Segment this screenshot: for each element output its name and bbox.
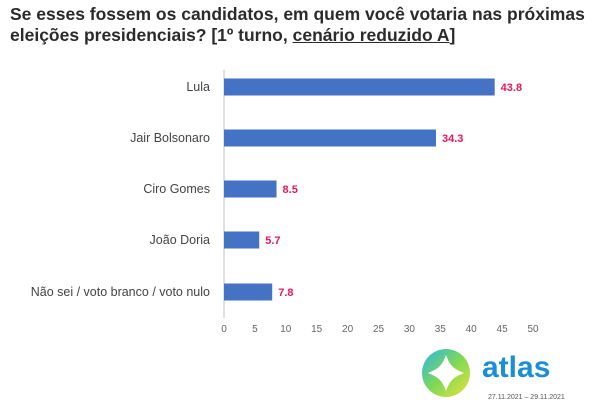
category-label-4: Não sei / voto branco / voto nulo bbox=[31, 285, 210, 299]
x-tick-label-3: 15 bbox=[311, 324, 323, 335]
category-label-3: João Doria bbox=[150, 233, 210, 247]
x-tick-label-6: 30 bbox=[404, 324, 416, 335]
value-label-1: 34.3 bbox=[442, 133, 463, 145]
x-tick-label-8: 40 bbox=[466, 324, 478, 335]
bar-4 bbox=[224, 283, 273, 301]
bar-0 bbox=[224, 78, 495, 96]
category-label-1: Jair Bolsonaro bbox=[130, 131, 210, 145]
x-tick-label-7: 35 bbox=[435, 324, 447, 335]
x-tick-label-1: 5 bbox=[252, 324, 258, 335]
value-label-4: 7.8 bbox=[278, 287, 293, 299]
bar-3 bbox=[224, 231, 260, 249]
category-label-2: Ciro Gomes bbox=[143, 182, 210, 196]
bar-2 bbox=[224, 180, 277, 198]
x-tick-label-0: 0 bbox=[221, 324, 227, 335]
value-label-3: 5.7 bbox=[265, 235, 280, 247]
x-tick-label-10: 50 bbox=[527, 324, 539, 335]
brand-name: atlas bbox=[482, 351, 551, 384]
atlas-logo-icon bbox=[422, 349, 470, 397]
category-label-0: Lula bbox=[186, 80, 210, 94]
bar-1 bbox=[224, 129, 436, 147]
x-tick-label-2: 10 bbox=[280, 324, 292, 335]
value-label-2: 8.5 bbox=[283, 184, 298, 196]
x-tick-label-4: 20 bbox=[342, 324, 354, 335]
value-label-0: 43.8 bbox=[501, 82, 522, 94]
chart-title-main: Se esses fossem os candidatos, em quem v… bbox=[10, 4, 585, 45]
x-tick-label-5: 25 bbox=[373, 324, 385, 335]
x-tick-label-9: 45 bbox=[497, 324, 509, 335]
chart-title: Se esses fossem os candidatos, em quem v… bbox=[10, 4, 595, 46]
chart-title-underlined: cenário reduzido A bbox=[292, 25, 450, 45]
chart-title-end: ] bbox=[449, 25, 456, 45]
survey-dates: 27.11.2021 – 29.11.2021 bbox=[488, 394, 565, 401]
